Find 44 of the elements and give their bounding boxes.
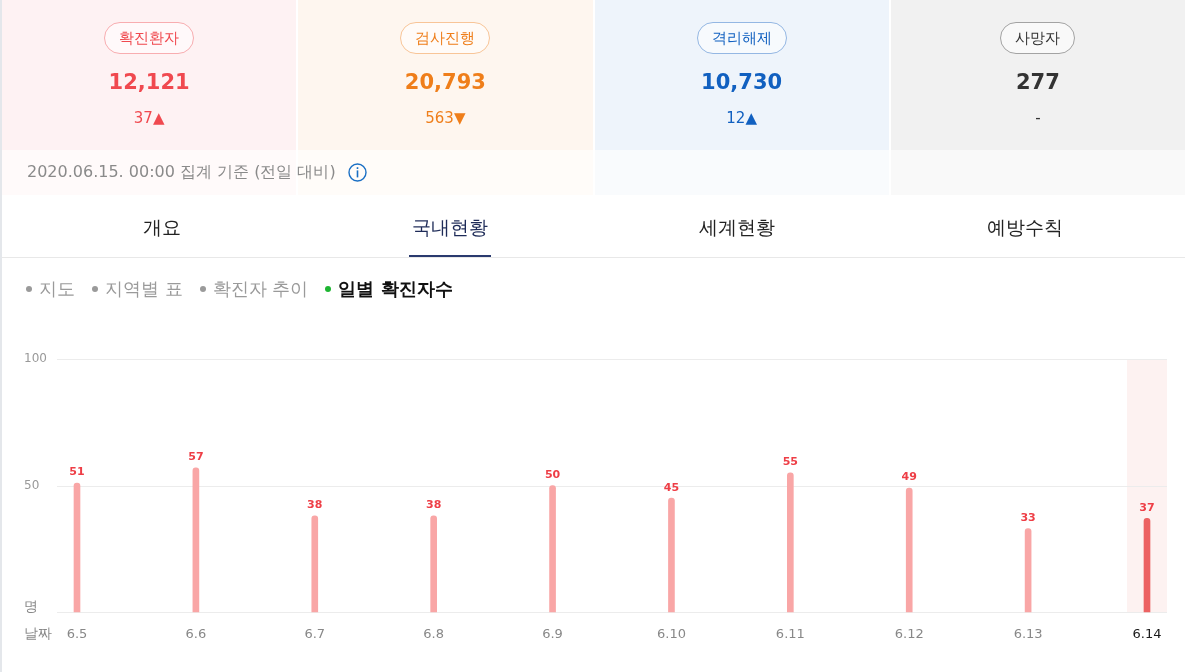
category-label: 세계현황 xyxy=(698,215,777,240)
data-label: 33 xyxy=(1020,510,1036,524)
category-label: 예방수칙 xyxy=(986,215,1065,240)
text: 지도 xyxy=(39,277,75,301)
category-label: 검사진행 xyxy=(400,22,491,54)
x-tick-label: 6.10 xyxy=(656,626,686,642)
category-label: 사망자 xyxy=(1000,22,1076,54)
text: 확진자 추이 xyxy=(212,277,309,301)
category-label: 국내현황 xyxy=(408,195,491,257)
text: 12,121 xyxy=(108,70,190,94)
x-tick-label: 6.6 xyxy=(185,626,207,642)
data-label: 38 xyxy=(426,498,442,512)
text: 277 xyxy=(1015,70,1060,94)
x-axis-title: 날짜 xyxy=(24,624,52,641)
x-tick-label: 6.5 xyxy=(66,626,88,642)
data-label: 57 xyxy=(188,450,204,464)
x-tick-label: 6.11 xyxy=(775,626,805,642)
category-label: 격리해제 xyxy=(696,22,787,54)
text: 2020.06.15. 00:00 집계 기준 (전일 대비) xyxy=(27,162,336,183)
x-tick-label: 6.12 xyxy=(894,626,924,642)
category-label: 개요 xyxy=(141,215,182,240)
x-tick-label: 6.9 xyxy=(542,626,563,642)
y-tick-label: 100 xyxy=(24,351,47,366)
x-tick-label: 6.14 xyxy=(1132,626,1162,642)
x-tick-label: 6.13 xyxy=(1013,626,1043,642)
category-label: 확진환자 xyxy=(104,22,195,54)
text: 37▲ xyxy=(133,109,165,127)
y-axis-title: 명 xyxy=(24,597,38,614)
x-tick-label: 6.7 xyxy=(304,626,326,642)
text: 지역별 표 xyxy=(105,277,183,301)
data-label: 51 xyxy=(69,465,85,479)
text: 10,730 xyxy=(701,70,783,94)
data-label: 45 xyxy=(663,480,680,494)
data-label: 55 xyxy=(782,455,798,469)
text: 12▲ xyxy=(726,109,757,127)
text: 일별 확진자수 xyxy=(338,277,453,301)
x-tick-label: 6.8 xyxy=(423,626,445,642)
text: 563▼ xyxy=(425,109,466,127)
data-label: 38 xyxy=(307,498,323,512)
data-label: 49 xyxy=(901,470,917,484)
text: - xyxy=(1035,109,1041,127)
data-label: 50 xyxy=(544,467,561,481)
data-label: 37 xyxy=(1139,500,1155,514)
text: 20,793 xyxy=(404,70,486,94)
